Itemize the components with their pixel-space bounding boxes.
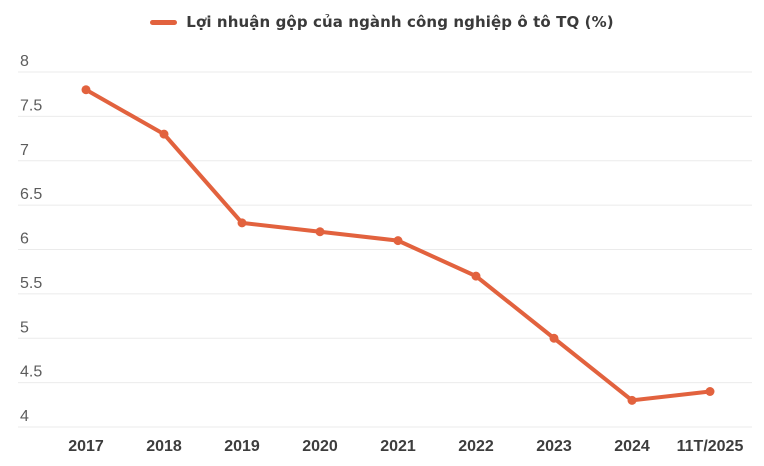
data-point-marker <box>705 387 715 396</box>
y-axis-tick-label: 6.5 <box>20 186 42 203</box>
y-axis-tick-label: 4 <box>20 408 29 425</box>
data-point-marker <box>549 333 559 343</box>
data-point-marker <box>159 129 169 139</box>
x-axis-tick-label: 2022 <box>458 438 494 455</box>
x-axis-tick-label: 2018 <box>146 438 182 455</box>
x-axis-tick-label: 11T/2025 <box>677 438 744 455</box>
data-point-marker <box>471 271 481 281</box>
x-axis-tick-label: 2023 <box>536 438 572 455</box>
y-axis-tick-label: 7.5 <box>20 97 42 114</box>
y-axis-tick-label: 6 <box>20 231 29 248</box>
x-axis-tick-label: 2019 <box>224 438 260 455</box>
x-axis-tick-label: 2020 <box>302 438 338 455</box>
data-point-marker <box>627 395 637 405</box>
y-axis-tick-label: 5 <box>20 319 29 336</box>
y-axis-tick-label: 7 <box>20 142 29 159</box>
data-point-marker <box>393 236 403 246</box>
chart-legend: Lợi nhuận gộp của ngành công nghiệp ô tô… <box>0 12 764 32</box>
x-axis-tick-label: 2024 <box>614 438 650 455</box>
x-axis-tick-label: 2017 <box>68 438 104 455</box>
data-point-marker <box>315 227 325 237</box>
x-axis-tick-label: 2021 <box>380 438 416 455</box>
data-point-marker <box>237 218 247 228</box>
legend-series-label: Lợi nhuận gộp của ngành công nghiệp ô tô… <box>186 13 614 31</box>
legend-series-marker-icon <box>150 19 178 25</box>
y-axis-tick-label: 5.5 <box>20 275 42 292</box>
data-point-marker <box>81 85 91 95</box>
y-axis-tick-label: 4.5 <box>20 364 42 381</box>
y-axis-tick-label: 8 <box>20 53 29 70</box>
